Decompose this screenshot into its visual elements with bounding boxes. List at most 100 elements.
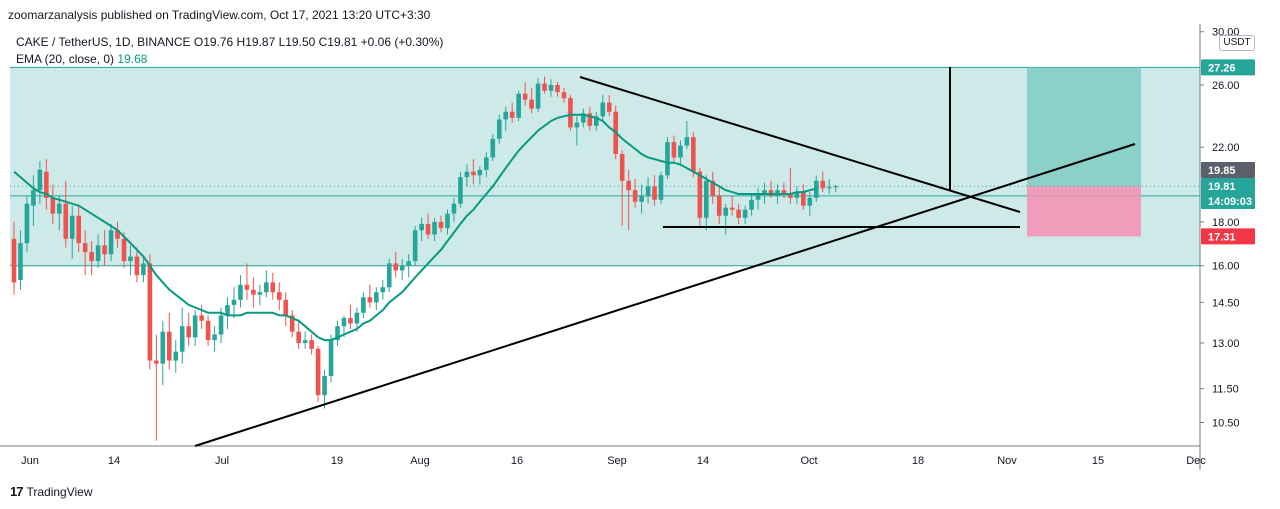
price-tag-4 bbox=[1201, 228, 1255, 245]
candle-body bbox=[24, 203, 30, 244]
candle-body bbox=[626, 180, 631, 191]
candle-body bbox=[665, 142, 670, 176]
candle-body bbox=[600, 102, 606, 117]
candle-body bbox=[348, 318, 353, 324]
candle-body bbox=[134, 256, 140, 276]
time-tick-label: Nov bbox=[997, 455, 1017, 467]
candle-body bbox=[37, 169, 43, 191]
candle-body bbox=[445, 213, 450, 229]
candle-body bbox=[484, 157, 489, 170]
candle-body bbox=[102, 245, 107, 255]
candle-body bbox=[535, 83, 541, 109]
candle-body bbox=[516, 93, 521, 118]
candle-body bbox=[801, 192, 806, 206]
target-box[interactable] bbox=[1027, 67, 1141, 187]
ema-label[interactable]: EMA (20, close, 0) bbox=[16, 52, 115, 66]
descending-trendline[interactable] bbox=[579, 76, 1021, 213]
candle-body bbox=[807, 197, 813, 206]
candle-body bbox=[31, 190, 36, 206]
ascending-trendline[interactable] bbox=[194, 143, 1136, 447]
candle-body bbox=[490, 138, 496, 158]
price-tick-label: 14.50 bbox=[1212, 297, 1240, 309]
candle-body bbox=[671, 142, 677, 158]
candle-body bbox=[264, 282, 269, 293]
candle-body bbox=[710, 180, 716, 196]
zone-layer bbox=[10, 66, 1200, 267]
candle-body bbox=[361, 297, 366, 313]
candle-body bbox=[691, 137, 696, 172]
candle-body bbox=[451, 203, 457, 214]
candle-body bbox=[160, 331, 166, 364]
candle-body bbox=[509, 111, 515, 118]
candle-body bbox=[781, 190, 787, 194]
upper-zone bbox=[10, 67, 1200, 196]
stop-box[interactable] bbox=[1027, 186, 1141, 237]
price-tag-text: 19.81 bbox=[1208, 181, 1236, 193]
ohlc-values: O19.76 H19.87 L19.50 C19.81 +0.06 (+0.30… bbox=[193, 35, 444, 49]
candle-body bbox=[503, 111, 509, 120]
candle-body bbox=[820, 180, 826, 189]
candle-body bbox=[619, 154, 625, 181]
candle-body bbox=[561, 92, 567, 99]
candle-body bbox=[18, 243, 23, 280]
candle-body bbox=[367, 297, 373, 303]
candle-body bbox=[458, 177, 463, 204]
candle-body bbox=[244, 284, 250, 290]
candle-body bbox=[697, 171, 703, 218]
symbol-label[interactable]: CAKE / TetherUS, 1D, BINANCE bbox=[16, 35, 191, 49]
candle-body bbox=[257, 292, 263, 295]
drawing-layer bbox=[10, 67, 1200, 237]
unit-button[interactable]: USDT bbox=[1219, 35, 1255, 51]
candle-body bbox=[115, 230, 120, 239]
candle-body bbox=[50, 197, 56, 214]
price-tick-label: 13.00 bbox=[1212, 338, 1240, 350]
ema-line[interactable] bbox=[13, 113, 817, 342]
candle-body bbox=[231, 299, 237, 305]
candle-body bbox=[251, 289, 256, 295]
candle-body bbox=[749, 199, 754, 210]
candle-body bbox=[755, 193, 761, 200]
candle-body bbox=[788, 193, 793, 198]
candle-body bbox=[380, 287, 386, 293]
candle-body bbox=[542, 83, 547, 91]
time-tick-label: Jul bbox=[215, 455, 229, 467]
price-tag-text: 17.31 bbox=[1208, 231, 1236, 243]
candle-body bbox=[438, 221, 444, 229]
axis-layer: 30.0026.0022.0018.0016.0014.5013.0011.50… bbox=[21, 27, 1239, 467]
candle-body bbox=[82, 243, 88, 253]
candle-body bbox=[270, 282, 276, 293]
price-tag-3 bbox=[1201, 193, 1255, 209]
tag-layer: 27.26 19.85 19.81 14:09:03 17.31 bbox=[1201, 59, 1255, 245]
candle-body bbox=[658, 175, 664, 200]
time-tick-label: Sep bbox=[607, 455, 627, 467]
candle-body bbox=[594, 116, 599, 126]
candle-body bbox=[128, 256, 133, 262]
candle-body bbox=[393, 263, 399, 271]
price-tag-text: 27.26 bbox=[1208, 62, 1236, 74]
footer-brand[interactable]: 17 TradingView bbox=[10, 484, 93, 499]
candle-body bbox=[283, 299, 289, 316]
time-tick-label: 15 bbox=[1092, 455, 1104, 467]
candle-layer bbox=[11, 76, 838, 441]
candle-body bbox=[606, 102, 612, 112]
price-tag-text: 14:09:03 bbox=[1208, 196, 1252, 208]
candle-body bbox=[548, 85, 554, 91]
candle-body bbox=[63, 203, 69, 239]
candle-body bbox=[302, 340, 308, 343]
ema-value: 19.68 bbox=[117, 52, 148, 66]
price-tag-text: 19.85 bbox=[1208, 165, 1236, 177]
candle-body bbox=[736, 209, 741, 218]
candle-body bbox=[529, 99, 534, 109]
candle-body bbox=[639, 195, 644, 202]
price-tag-0 bbox=[1201, 59, 1255, 76]
candle-body bbox=[794, 192, 800, 198]
chart-legend: CAKE / TetherUS, 1D, BINANCE O19.76 H19.… bbox=[16, 34, 443, 68]
candle-body bbox=[833, 186, 838, 188]
candle-body bbox=[296, 331, 301, 343]
time-tick-label: 14 bbox=[697, 455, 709, 467]
candle-body bbox=[354, 312, 360, 324]
candle-body bbox=[56, 203, 62, 214]
candle-body bbox=[166, 331, 172, 361]
candle-body bbox=[199, 315, 204, 321]
